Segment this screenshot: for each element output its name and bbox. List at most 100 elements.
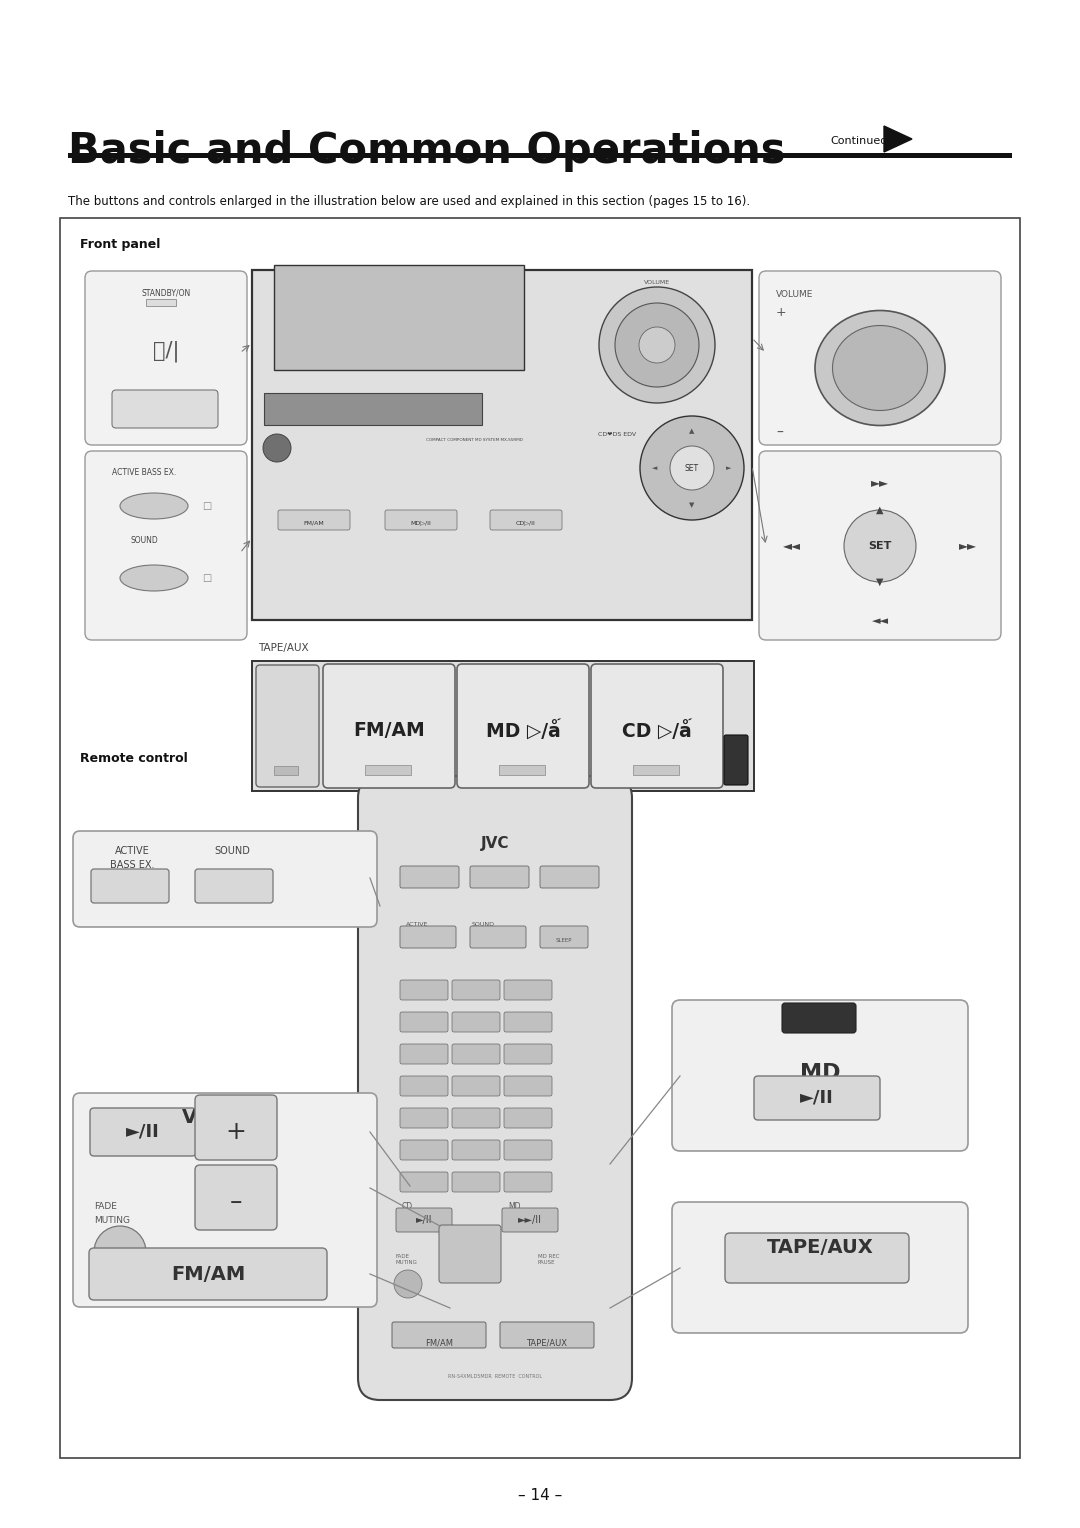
FancyBboxPatch shape [195,869,273,903]
Text: SET: SET [685,463,699,472]
FancyBboxPatch shape [504,1108,552,1128]
Text: □: □ [202,573,212,584]
FancyBboxPatch shape [782,1002,856,1033]
Text: JVC: JVC [449,292,475,306]
FancyBboxPatch shape [73,1093,377,1306]
FancyBboxPatch shape [400,1172,448,1192]
FancyBboxPatch shape [400,866,459,888]
Text: Continued: Continued [831,136,888,147]
Circle shape [615,303,699,387]
FancyBboxPatch shape [504,1076,552,1096]
Text: ►/II: ►/II [126,1123,160,1141]
Circle shape [670,446,714,490]
FancyBboxPatch shape [453,979,500,999]
Text: ◄◄: ◄◄ [872,616,889,626]
Text: VOLUME: VOLUME [644,280,670,286]
Text: ▲: ▲ [876,504,883,515]
Text: ►►/II: ►►/II [518,1215,542,1225]
FancyBboxPatch shape [400,1140,448,1160]
FancyBboxPatch shape [357,776,632,1400]
FancyBboxPatch shape [504,1140,552,1160]
Text: ▼: ▼ [876,578,883,587]
Text: – 14 –: – 14 – [518,1488,562,1504]
Bar [252,270,752,620]
Text: Front panel: Front panel [80,238,160,251]
Text: Remote control: Remote control [80,752,188,766]
Circle shape [843,510,916,582]
FancyBboxPatch shape [724,735,748,785]
Text: SLEEP: SLEEP [556,938,572,943]
FancyBboxPatch shape [672,1203,968,1332]
Text: COMPACT COMPONENT MD SYSTEM MX-S5RMD: COMPACT COMPONENT MD SYSTEM MX-S5RMD [426,439,523,442]
Text: ►►: ►► [870,477,889,489]
FancyBboxPatch shape [540,926,588,947]
FancyBboxPatch shape [400,926,456,947]
Bar [252,662,754,792]
Text: +: + [226,1120,246,1144]
Circle shape [264,434,291,461]
Text: FM/AM: FM/AM [426,1339,453,1348]
Circle shape [394,1270,422,1297]
FancyBboxPatch shape [453,1108,500,1128]
Text: The buttons and controls enlarged in the illustration below are used and explain: The buttons and controls enlarged in the… [68,196,751,208]
Bar [264,393,482,425]
Text: CD❤DS EDV: CD❤DS EDV [598,432,636,437]
FancyBboxPatch shape [672,999,968,1151]
FancyBboxPatch shape [384,510,457,530]
FancyBboxPatch shape [504,1012,552,1031]
Bar [633,766,679,775]
Bar [60,219,1020,1458]
Text: CD: CD [102,1108,124,1122]
Text: MD▷/II: MD▷/II [410,520,431,526]
Text: MD REC
PAUSE: MD REC PAUSE [538,1254,559,1265]
Text: CD ▷/ǻ: CD ▷/ǻ [622,720,692,741]
FancyBboxPatch shape [591,665,723,788]
Text: RN-S4XMLD5MDR  REMOTE  CONTROL: RN-S4XMLD5MDR REMOTE CONTROL [448,1374,542,1378]
FancyBboxPatch shape [453,1172,500,1192]
FancyBboxPatch shape [754,1076,880,1120]
FancyBboxPatch shape [500,1322,594,1348]
Text: +: + [777,306,786,319]
Text: MD: MD [508,1203,521,1212]
Ellipse shape [120,565,188,591]
Ellipse shape [815,310,945,425]
FancyBboxPatch shape [256,665,319,787]
FancyBboxPatch shape [278,510,350,530]
FancyBboxPatch shape [400,1012,448,1031]
Text: FM/AM: FM/AM [303,520,324,526]
Text: FADE: FADE [94,1203,117,1212]
Text: SOUND: SOUND [214,847,249,856]
Text: TAPE/AUX: TAPE/AUX [767,1238,874,1258]
Text: SOUND: SOUND [472,921,495,927]
FancyBboxPatch shape [453,1076,500,1096]
Text: ◄◄: ◄◄ [783,539,801,553]
FancyBboxPatch shape [470,866,529,888]
Text: STANDBY/ON: STANDBY/ON [141,287,191,296]
Bar [274,264,524,370]
Polygon shape [885,125,912,151]
FancyBboxPatch shape [502,1209,558,1232]
Text: □: □ [202,501,212,510]
Text: BASS EX.: BASS EX. [110,860,154,869]
Text: ►►: ►► [959,539,977,553]
FancyBboxPatch shape [453,1012,500,1031]
Text: TAPE/AUX: TAPE/AUX [258,643,309,652]
Text: ACTIVE BASS EX.: ACTIVE BASS EX. [112,468,176,477]
Circle shape [599,287,715,403]
Text: Basic and Common Operations: Basic and Common Operations [68,130,785,173]
Bar [499,766,545,775]
FancyBboxPatch shape [90,1108,195,1157]
Text: –: – [230,1190,242,1215]
Text: –: – [777,426,783,440]
Text: ►/II: ►/II [800,1089,834,1106]
FancyBboxPatch shape [195,1164,276,1230]
FancyBboxPatch shape [392,1322,486,1348]
Text: VOLUME: VOLUME [454,1250,486,1259]
FancyBboxPatch shape [400,1076,448,1096]
Text: CD▷/II: CD▷/II [516,520,536,526]
FancyBboxPatch shape [323,665,455,788]
FancyBboxPatch shape [504,1044,552,1063]
FancyBboxPatch shape [470,926,526,947]
FancyBboxPatch shape [759,270,1001,445]
FancyBboxPatch shape [112,390,218,428]
